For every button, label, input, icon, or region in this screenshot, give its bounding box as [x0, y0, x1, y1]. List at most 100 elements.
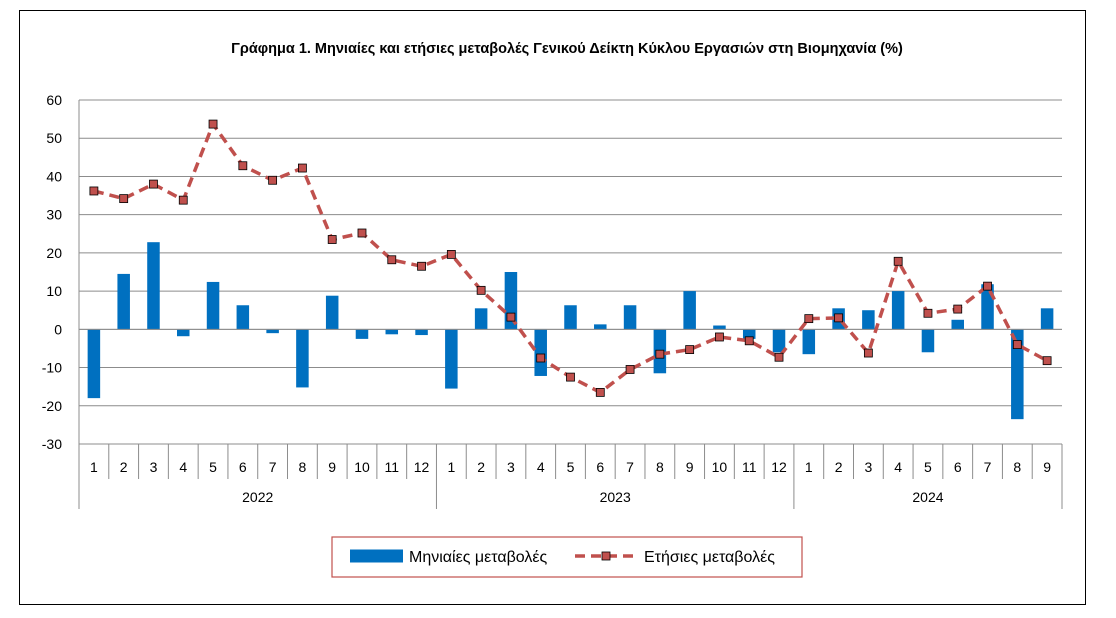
line-point [119, 194, 129, 204]
bar-monthly [772, 329, 786, 353]
bar-monthly [1011, 329, 1024, 420]
bar-monthly [951, 319, 964, 330]
x-tick-label: 12 [771, 459, 787, 475]
x-group-label: 2023 [600, 489, 631, 505]
x-tick-label: 3 [864, 459, 872, 475]
x-tick-label: 10 [354, 459, 370, 475]
y-tick-label: -30 [42, 436, 62, 452]
x-tick-label: 4 [894, 459, 902, 475]
bar-monthly [891, 291, 905, 330]
bar-monthly [355, 329, 369, 339]
line-point [774, 352, 784, 362]
bar-monthly [623, 305, 637, 330]
x-tick-label: 2 [120, 459, 128, 475]
y-tick-label: 10 [46, 283, 62, 299]
line-point [685, 345, 695, 354]
line-point [387, 255, 397, 265]
bar-monthly [385, 329, 399, 335]
line-series [89, 119, 1052, 397]
chart-frame: Γράφημα 1. Μηνιαίες και ετήσιες μεταβολέ… [19, 10, 1086, 605]
x-tick-label: 11 [384, 459, 399, 475]
bar-monthly [742, 329, 756, 339]
y-tick-label: 40 [46, 168, 62, 184]
y-tick-label: 50 [46, 130, 62, 146]
line-point [625, 365, 635, 374]
line-point [89, 186, 99, 196]
x-tick-label: 11 [742, 459, 757, 475]
x-tick-label: 6 [596, 459, 604, 475]
bar-monthly [117, 273, 130, 330]
line-point [655, 349, 665, 359]
bar-monthly [683, 291, 696, 330]
y-tick-label: 20 [46, 245, 62, 261]
x-tick-label: 4 [179, 459, 187, 475]
legend: Μηνιαίες μεταβολές Ετήσιες μεταβολές [331, 536, 803, 578]
y-tick-label: -10 [42, 360, 62, 376]
line-point [863, 348, 873, 358]
legend-swatch-marker [601, 551, 611, 561]
bar-monthly [534, 329, 547, 376]
axes [78, 100, 1062, 444]
bar-monthly [296, 329, 309, 388]
bar-monthly [147, 242, 160, 330]
y-tick-label: -20 [42, 398, 62, 414]
legend-label-monthly: Μηνιαίες μεταβολές [409, 549, 548, 566]
bar-monthly [87, 329, 101, 399]
x-group-label: 2022 [242, 489, 273, 505]
y-tick-label: 0 [54, 321, 62, 337]
bar-monthly [921, 329, 935, 353]
legend-swatch-bar [350, 549, 403, 563]
x-tick-label: 9 [328, 459, 336, 475]
x-tick-label: 3 [150, 459, 158, 475]
y-tick-label: 60 [46, 92, 62, 108]
x-tick-label: 5 [209, 459, 217, 475]
x-group-label: 2024 [912, 489, 943, 505]
line-point [923, 308, 933, 318]
x-tick-label: 12 [414, 459, 430, 475]
line-point [595, 387, 605, 397]
line-point [178, 195, 188, 205]
line-point [417, 261, 426, 271]
y-axis-tick-labels: 60 50 40 30 20 10 0 -10 -20 -30 [42, 92, 62, 452]
line-point [953, 304, 963, 314]
bar-monthly [713, 325, 726, 330]
x-tick-label: 3 [507, 459, 515, 475]
line-point [834, 313, 843, 323]
line-point [357, 228, 367, 238]
line-point [744, 336, 754, 346]
line-point [536, 353, 546, 363]
bar-monthly [474, 308, 488, 330]
x-tick-label: 5 [924, 459, 932, 475]
bar-monthly [236, 305, 250, 330]
x-axis-tick-labels: 1 2 3 4 5 6 7 8 9 10 11 12 1 2 3 4 5 6 7 8 9 10 11 12 1 2 3 4 5 6 7 8 92… [78, 444, 1063, 509]
line-point [506, 312, 516, 322]
grid-lines [79, 99, 1062, 445]
line-point [268, 175, 278, 185]
line-point [327, 235, 337, 244]
bar-monthly [564, 305, 577, 330]
line-point [238, 161, 248, 171]
x-tick-label: 10 [712, 459, 728, 475]
x-tick-label: 1 [447, 459, 455, 475]
legend-label-annual: Ετήσιες μεταβολές [644, 549, 775, 566]
line-point [298, 163, 307, 173]
x-tick-label: 7 [984, 459, 992, 475]
x-tick-label: 4 [537, 459, 545, 475]
line-point [1042, 356, 1052, 366]
line-point [1012, 340, 1022, 350]
chart-title: Γράφημα 1. Μηνιαίες και ετήσιες μεταβολέ… [231, 41, 903, 57]
bar-monthly [206, 281, 220, 330]
bar-monthly [594, 324, 607, 330]
x-tick-label: 6 [239, 459, 247, 475]
line-point [804, 314, 814, 324]
x-tick-label: 8 [299, 459, 307, 475]
chart: Γράφημα 1. Μηνιαίες και ετήσιες μεταβολέ… [42, 41, 1063, 578]
line-point [476, 285, 486, 295]
bar-monthly [802, 329, 816, 355]
x-tick-label: 7 [269, 459, 277, 475]
x-tick-label: 2 [835, 459, 843, 475]
bar-monthly [177, 329, 190, 337]
x-tick-label: 8 [1013, 459, 1021, 475]
bar-monthly [1040, 308, 1054, 330]
bar-monthly [415, 329, 428, 336]
